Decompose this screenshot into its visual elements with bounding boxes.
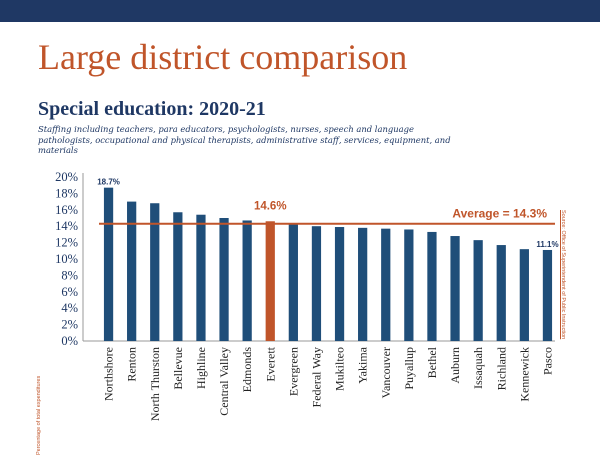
y-tick-label: 4% (61, 301, 78, 315)
bar (519, 249, 529, 341)
bar (288, 223, 298, 341)
x-tick-label: Yakima (356, 346, 370, 383)
y-tick-label: 14% (55, 219, 78, 233)
x-tick-label: Edmonds (240, 347, 254, 393)
top-banner (0, 0, 600, 22)
x-tick-label: Richland (494, 347, 508, 390)
x-tick-label: Bellevue (171, 347, 185, 390)
bar (173, 212, 183, 341)
x-tick-label: Renton (125, 347, 139, 382)
bar (103, 187, 114, 341)
x-tick-label: Everett (263, 346, 277, 381)
x-tick-label: Federal Way (309, 347, 323, 407)
x-tick-label: Highline (194, 347, 208, 389)
y-tick-label: 20% (55, 170, 78, 184)
y-tick-label: 0% (61, 334, 78, 348)
chart-subtitle: Staffing including teachers, para educat… (38, 124, 451, 155)
bar (196, 214, 206, 341)
bar (427, 231, 437, 341)
x-tick-label: Kennewick (517, 347, 531, 402)
bar (311, 226, 322, 341)
bar (404, 229, 414, 341)
bar (496, 245, 506, 341)
bar (450, 236, 460, 341)
x-tick-label: Bethel (425, 346, 439, 378)
bar (334, 227, 345, 341)
data-label: 14.6% (254, 200, 287, 212)
bar (150, 203, 160, 341)
y-tick-label: 10% (55, 252, 78, 266)
page-title: Large district comparison (38, 37, 408, 77)
bar (219, 218, 229, 341)
y-tick-label: 6% (61, 285, 78, 299)
x-tick-label: Central Valley (217, 347, 231, 416)
x-tick-label: North Thurston (148, 347, 162, 421)
x-tick-label: Evergreen (286, 347, 300, 396)
data-label: 18.7% (97, 178, 120, 187)
bar (265, 221, 275, 341)
y-tick-label: 12% (55, 236, 78, 250)
data-label: 11.1% (536, 240, 558, 249)
x-tick-label: Issaquah (471, 347, 485, 389)
x-tick-label: Auburn (448, 347, 462, 384)
bar (127, 201, 137, 341)
y-tick-label: 2% (61, 318, 78, 332)
x-tick-label: Northshore (102, 347, 116, 401)
bar (358, 227, 368, 341)
bar (242, 220, 252, 341)
y-tick-label: 8% (61, 268, 78, 282)
average-label: Average = 14.3% (452, 207, 547, 221)
chart-title: Special education: 2020-21 (38, 98, 266, 120)
y-tick-label: 16% (55, 203, 78, 217)
bar (473, 240, 483, 341)
x-tick-label: Pasco (540, 347, 554, 375)
bar (542, 249, 553, 341)
x-tick-label: Puyallup (402, 347, 416, 390)
bar (381, 228, 391, 341)
x-tick-label: Vancouver (379, 347, 393, 398)
x-tick-label: Mukilteo (333, 347, 347, 391)
y-tick-label: 18% (55, 186, 78, 200)
